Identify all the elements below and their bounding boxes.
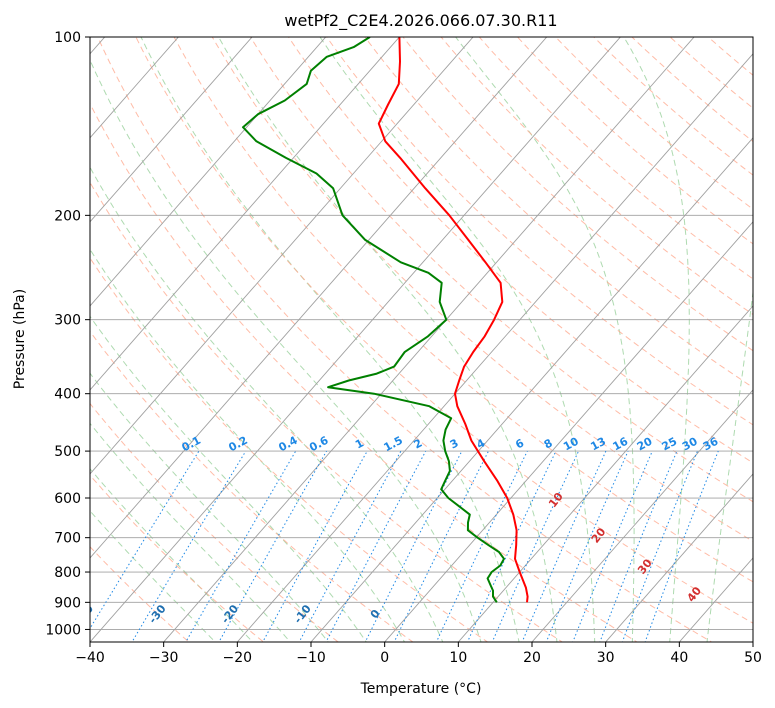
dry-adiabat-line (90, 181, 564, 642)
x-tick-label: 0 (380, 650, 389, 666)
mixing-ratio-label: 16 (611, 435, 631, 454)
dry-adiabat-line (440, 37, 753, 316)
x-tick-label: 30 (597, 650, 615, 666)
isotherm-line (605, 473, 753, 642)
dry-adiabat-line (90, 330, 414, 642)
y-tick-label: 100 (54, 30, 81, 46)
moist-adiabat-line (706, 288, 753, 642)
mixing-ratio-line (298, 450, 402, 642)
y-tick-label: 300 (54, 313, 81, 329)
x-tick-label: 50 (744, 650, 762, 666)
isotherm-line (90, 37, 179, 139)
y-tick-label: 800 (54, 565, 81, 581)
y-tick-label: 900 (54, 595, 81, 611)
isotherm-line (236, 53, 753, 642)
mixing-ratio-lines (90, 450, 719, 642)
isotherm-line (90, 37, 548, 559)
x-tick-label: −40 (75, 650, 105, 666)
y-tick-label: 200 (54, 208, 81, 224)
moist-adiabat-line (90, 248, 406, 642)
x-tick-label: 10 (449, 650, 467, 666)
mixing-ratio-line (545, 450, 629, 642)
dry-adiabat-line (402, 37, 753, 352)
x-tick-label: −10 (296, 650, 326, 666)
moist-adiabat-line (455, 37, 635, 642)
mixing-ratio-line (131, 450, 247, 642)
mixing-ratio-label: 36 (701, 435, 721, 454)
mixing-ratio-line (262, 450, 368, 642)
moist-adiabat-line (623, 37, 690, 642)
dry-adiabat-label: -40 (74, 602, 97, 626)
isotherm-line (90, 37, 400, 391)
moist-adiabats (90, 37, 753, 642)
moist-adiabat-line (90, 468, 254, 642)
dry-adiabat-line (90, 545, 190, 642)
isotherm-line (457, 305, 753, 642)
dry-adiabat-line (211, 37, 753, 542)
dry-adiabat-line (173, 37, 753, 583)
sounding-profiles (242, 37, 529, 603)
axes: −40 −30 −20 −10 0 10 20 30 40 50 100 200 300 400 500 60… (45, 30, 762, 666)
moist-adiabat-line (319, 37, 596, 642)
moist-adiabat-line (90, 510, 216, 642)
mixing-ratio-line (325, 450, 427, 642)
y-axis-label: Pressure (hPa) (12, 289, 28, 389)
dry-adiabat-line (90, 102, 638, 642)
mixing-ratio-line (521, 450, 607, 642)
plot-frame (89, 36, 754, 643)
dry-adiabat-line (135, 37, 753, 624)
mixing-ratio-line (572, 450, 653, 642)
chart-title: wetPf2_C2E4.2026.066.07.30.R11 (284, 11, 557, 31)
dry-adiabat-line (364, 37, 753, 389)
mixing-ratio-label: 25 (660, 435, 680, 454)
dry-adiabat-line (97, 37, 713, 642)
mixing-ratio-line (218, 450, 328, 642)
pressure-gridlines (90, 37, 753, 630)
y-tick-label: 600 (54, 491, 81, 507)
moist-adiabat-line (218, 37, 558, 642)
moist-adiabat-line (90, 315, 367, 642)
x-tick-label: −20 (223, 650, 253, 666)
y-tick-label: 400 (54, 387, 81, 403)
y-tick-label: 700 (54, 531, 81, 547)
isotherm-line (384, 221, 753, 642)
mixing-ratio-label: 20 (635, 435, 655, 454)
moist-adiabat-line (90, 372, 329, 642)
x-tick-label: 20 (523, 650, 541, 666)
isotherm-line (90, 37, 253, 223)
x-tick-label: −30 (149, 650, 179, 666)
x-tick-label: 40 (670, 650, 688, 666)
mixing-ratio-label: 13 (588, 435, 608, 454)
dewpoint-profile-line (242, 37, 505, 603)
mixing-ratio-label: 10 (561, 435, 581, 454)
mixing-ratio-label: 30 (680, 435, 700, 454)
isotherm-line (90, 37, 474, 475)
dry-adiabat-line (90, 474, 265, 642)
dry-adiabats (90, 37, 753, 642)
isotherm-line (90, 37, 621, 642)
isotherm-line (531, 389, 753, 642)
mixing-ratio-line (185, 450, 297, 642)
isotherm-line (310, 137, 753, 642)
x-axis-label: Temperature (°C) (360, 681, 482, 697)
y-tick-label: 1000 (45, 622, 81, 638)
moist-adiabat-line (90, 422, 291, 642)
mixing-ratio-line (435, 450, 528, 642)
y-tick-label: 500 (54, 444, 81, 460)
isotherm-line (163, 37, 695, 642)
dry-adiabat-line (249, 37, 753, 503)
temperature-profile-line (377, 37, 529, 603)
